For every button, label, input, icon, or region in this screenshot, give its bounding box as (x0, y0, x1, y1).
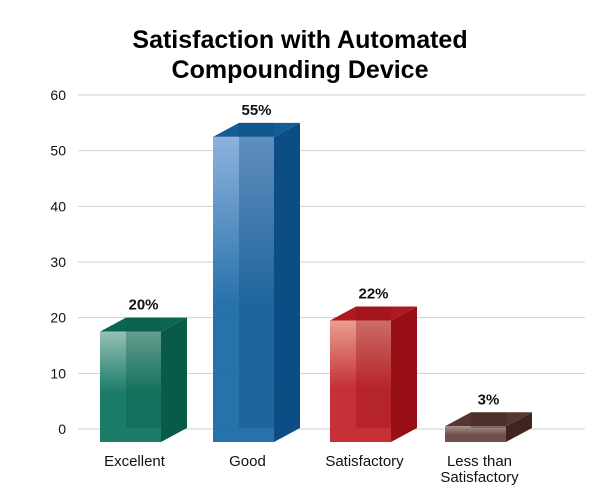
bar-top (100, 317, 187, 332)
x-tick-label: Good (229, 453, 266, 470)
bar-back-face (471, 412, 506, 428)
bar-side (391, 306, 417, 442)
chart-title-line-2: Compounding Device (172, 56, 429, 84)
chart-title-line-1: Satisfaction with Automated (132, 26, 467, 54)
bar-side (274, 122, 300, 442)
bar-top (330, 306, 417, 321)
bar-top (213, 122, 300, 137)
y-tick-label: 20 (50, 310, 66, 326)
y-tick-label: 40 (50, 198, 66, 214)
x-tick-label: Satisfactory (325, 453, 404, 470)
bar-side (161, 317, 187, 442)
y-tick-label: 0 (58, 421, 66, 437)
y-tick-label: 10 (50, 365, 66, 381)
bar-top (445, 412, 532, 427)
data-label: 20% (128, 297, 158, 314)
x-tick-label: Satisfactory (440, 469, 519, 486)
data-label: 55% (241, 102, 271, 119)
x-tick-label: Excellent (104, 453, 166, 470)
y-tick-label: 30 (50, 254, 66, 270)
data-label: 22% (358, 286, 388, 303)
bar-front (100, 331, 161, 442)
y-tick-label: 60 (50, 87, 66, 103)
bar-back-face (356, 306, 391, 428)
bar-front (330, 320, 391, 442)
bar-front (445, 426, 506, 442)
bar-side (506, 412, 532, 442)
x-tick-label: Less than (447, 453, 512, 470)
data-label: 3% (478, 391, 500, 408)
bar-back-face (126, 317, 161, 428)
y-tick-label: 50 (50, 143, 66, 159)
bar-front (213, 136, 274, 443)
bar-back-face (239, 122, 274, 428)
